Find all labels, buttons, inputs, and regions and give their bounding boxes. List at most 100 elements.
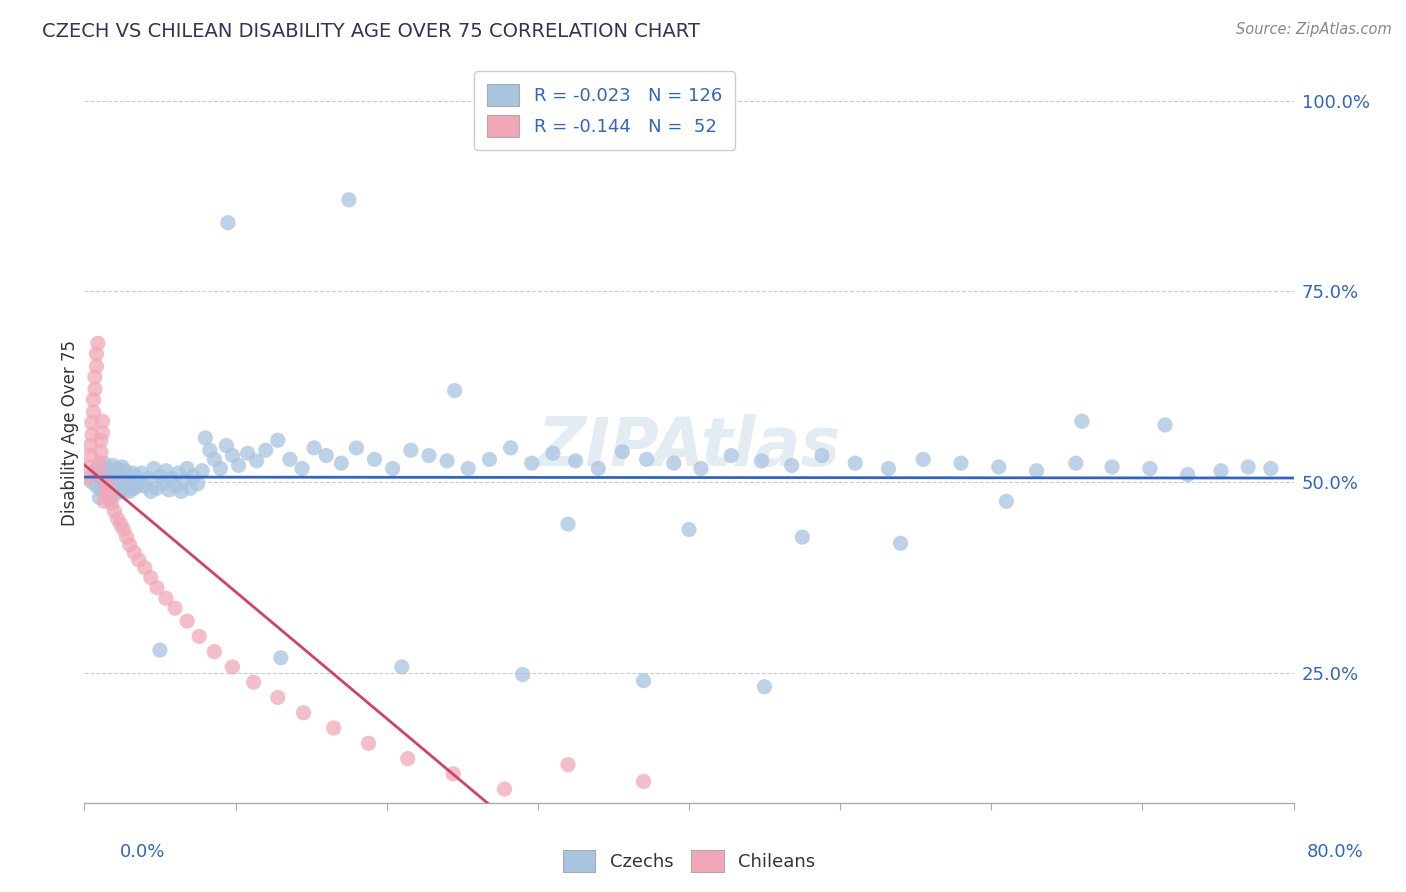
Point [91,414,114,428]
Point [107,512,129,526]
Point [1237,460,1260,475]
Point [391,660,413,674]
Point [399,443,422,458]
Point [292,706,315,720]
Point [127,479,149,493]
Point [90,483,112,497]
Point [110,484,132,499]
Point [170,484,193,499]
Point [633,673,655,688]
Point [111,474,134,488]
Point [96,474,118,488]
Text: CZECH VS CHILEAN DISABILITY AGE OVER 75 CORRELATION CHART: CZECH VS CHILEAN DISABILITY AGE OVER 75 … [42,22,700,41]
Point [86,479,108,493]
Point [96,461,118,475]
Point [84,370,107,384]
Point [215,439,238,453]
Point [142,461,165,475]
Point [120,476,142,491]
Point [86,347,108,361]
Point [564,454,586,468]
Point [751,454,773,468]
Point [302,441,325,455]
Point [588,461,610,475]
Point [128,474,150,488]
Point [457,461,479,475]
Point [100,484,122,499]
Point [187,476,209,491]
Point [122,481,145,495]
Point [396,751,419,765]
Point [146,581,169,595]
Point [100,466,122,480]
Point [780,458,803,473]
Point [104,476,127,491]
Point [478,452,501,467]
Point [111,460,134,475]
Point [101,458,124,473]
Point [346,441,368,455]
Point [363,452,385,467]
Point [139,484,162,499]
Point [254,443,277,458]
Point [121,466,143,480]
Point [246,454,269,468]
Point [80,475,103,490]
Point [557,517,579,532]
Point [134,560,156,574]
Point [202,452,225,467]
Point [115,483,138,497]
Point [117,471,139,485]
Point [122,545,145,559]
Point [89,456,111,470]
Point [792,530,814,544]
Point [89,491,111,505]
Point [499,441,522,455]
Point [112,523,135,537]
Point [86,359,108,374]
Point [128,553,150,567]
Point [690,461,713,475]
Point [950,456,973,470]
Point [198,443,221,458]
Point [1101,460,1123,475]
Y-axis label: Disability Age Over 75: Disability Age Over 75 [62,340,80,525]
Point [228,458,250,473]
Point [94,469,117,483]
Point [221,660,243,674]
Point [209,461,232,475]
Point [191,464,214,478]
Point [633,774,655,789]
Point [91,476,114,491]
Point [720,449,742,463]
Point [221,449,243,463]
Point [636,452,658,467]
Point [136,471,159,485]
Point [242,675,264,690]
Point [77,460,100,475]
Point [291,461,314,475]
Point [167,466,190,480]
Point [1071,414,1094,428]
Point [91,464,114,478]
Point [811,449,834,463]
Point [987,460,1010,475]
Point [155,591,177,606]
Point [139,571,162,585]
Point [79,439,101,453]
Point [93,456,115,470]
Point [270,650,292,665]
Point [87,467,110,482]
Point [112,479,135,493]
Point [188,629,211,643]
Point [100,497,122,511]
Point [179,481,201,495]
Text: 80.0%: 80.0% [1308,843,1364,861]
Point [84,464,107,478]
Point [441,766,464,780]
Point [267,434,290,448]
Point [443,384,465,398]
Point [134,479,156,493]
Point [436,454,458,468]
Point [662,456,685,470]
